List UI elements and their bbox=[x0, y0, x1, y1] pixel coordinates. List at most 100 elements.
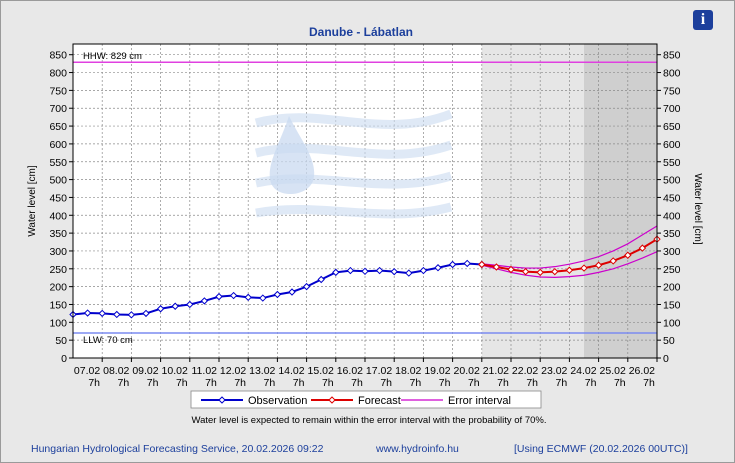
observation-point bbox=[288, 288, 296, 296]
info-icon[interactable]: i bbox=[693, 10, 713, 30]
footer-model: [Using ECMWF (20.02.2026 00UTC)] bbox=[514, 443, 688, 455]
y-tick-label-right: 400 bbox=[663, 210, 681, 222]
y-tick-label-left: 50 bbox=[55, 335, 67, 347]
y-tick-label-left: 550 bbox=[49, 157, 67, 169]
x-tick-hour: 7h bbox=[526, 377, 538, 389]
legend-observation-marker bbox=[218, 396, 226, 404]
x-tick-date: 21.02 bbox=[483, 365, 509, 377]
observation-point bbox=[405, 269, 413, 277]
y-tick-label-left: 150 bbox=[49, 299, 67, 311]
y-tick-label-right: 450 bbox=[663, 192, 681, 204]
x-tick-hour: 7h bbox=[585, 377, 597, 389]
legend-forecast-label: Forecast bbox=[358, 395, 401, 407]
observation-point bbox=[142, 309, 150, 318]
y-tick-label-left: 200 bbox=[49, 282, 67, 294]
x-tick-hour: 7h bbox=[614, 377, 626, 389]
forecast-point bbox=[536, 268, 544, 277]
observation-point bbox=[273, 290, 282, 299]
y-tick-label-left: 800 bbox=[49, 68, 67, 80]
observation-point bbox=[171, 302, 179, 310]
observation-point bbox=[244, 293, 252, 302]
observation-point bbox=[113, 310, 121, 319]
x-tick-hour: 7h bbox=[410, 377, 422, 389]
x-tick-date: 18.02 bbox=[395, 365, 421, 377]
observation-point bbox=[419, 266, 428, 275]
x-tick-hour: 7h bbox=[643, 377, 655, 389]
observation-point bbox=[259, 294, 267, 302]
x-tick-date: 07.02 bbox=[74, 365, 100, 377]
observation-point bbox=[390, 267, 398, 276]
y-tick-label-left: 0 bbox=[61, 353, 67, 365]
x-tick-date: 17.02 bbox=[366, 365, 392, 377]
plot-border bbox=[72, 43, 658, 359]
forecast-point bbox=[521, 267, 530, 276]
x-tick-date: 26.02 bbox=[629, 365, 655, 377]
y-tick-label-left: 500 bbox=[49, 175, 67, 187]
y-tick-label-right: 250 bbox=[663, 264, 681, 276]
x-tick-date: 16.02 bbox=[337, 365, 363, 377]
x-tick-hour: 7h bbox=[176, 377, 188, 389]
reference-line-label-1: LLW: 70 cm bbox=[83, 335, 133, 346]
legend-forecast-marker bbox=[328, 396, 336, 404]
y-tick-label-right: 0 bbox=[663, 353, 669, 365]
x-tick-hour: 7h bbox=[556, 377, 568, 389]
y-tick-label-right: 600 bbox=[663, 139, 681, 151]
observation-point bbox=[375, 266, 384, 275]
chart-title: Danube - Lábatlan bbox=[309, 25, 413, 39]
y-tick-label-left: 350 bbox=[49, 228, 67, 240]
legend-box bbox=[190, 390, 542, 409]
y-tick-label-right: 550 bbox=[663, 157, 681, 169]
x-tick-hour: 7h bbox=[468, 377, 480, 389]
observation-point bbox=[463, 259, 471, 268]
x-tick-hour: 7h bbox=[497, 377, 509, 389]
observation-point bbox=[346, 266, 355, 275]
forecast-point bbox=[478, 260, 486, 269]
observation-point bbox=[302, 282, 311, 291]
x-tick-date: 25.02 bbox=[600, 365, 626, 377]
x-tick-hour: 7h bbox=[322, 377, 334, 389]
footer-service: Hungarian Hydrological Forecasting Servi… bbox=[31, 443, 324, 455]
y-tick-label-left: 400 bbox=[49, 210, 67, 222]
x-tick-date: 12.02 bbox=[220, 365, 246, 377]
observation-point bbox=[98, 309, 106, 318]
y-tick-label-left: 700 bbox=[49, 103, 67, 115]
x-tick-date: 22.02 bbox=[512, 365, 538, 377]
watermark-wave-3 bbox=[255, 202, 453, 219]
x-tick-date: 11.02 bbox=[192, 365, 218, 377]
observation-point bbox=[127, 311, 136, 319]
legend-error-interval-label: Error interval bbox=[448, 395, 511, 407]
forecast-point bbox=[580, 264, 588, 272]
y-tick-label-right: 650 bbox=[663, 121, 681, 133]
observation-point bbox=[83, 309, 92, 317]
y-tick-label-right: 100 bbox=[663, 317, 681, 329]
observation-point bbox=[434, 264, 442, 272]
observation-point bbox=[317, 275, 325, 284]
x-tick-hour: 7h bbox=[118, 377, 130, 389]
y-tick-label-left: 450 bbox=[49, 192, 67, 204]
watermark-wave-1 bbox=[254, 140, 453, 159]
observation-point bbox=[186, 300, 194, 309]
y-tick-label-right: 500 bbox=[663, 175, 681, 187]
watermark-wave-2 bbox=[255, 171, 453, 189]
forecast-point bbox=[565, 266, 574, 274]
y-tick-label-left: 600 bbox=[49, 139, 67, 151]
x-tick-date: 15.02 bbox=[308, 365, 334, 377]
x-tick-date: 20.02 bbox=[454, 365, 480, 377]
observation-point bbox=[448, 260, 457, 269]
forecast-point bbox=[624, 251, 632, 259]
x-tick-hour: 7h bbox=[147, 377, 159, 389]
x-tick-date: 08.02 bbox=[103, 365, 129, 377]
x-tick-date: 13.02 bbox=[249, 365, 275, 377]
y-tick-label-right: 850 bbox=[663, 50, 681, 62]
observation-point bbox=[215, 292, 223, 301]
x-tick-hour: 7h bbox=[293, 377, 305, 389]
x-tick-date: 10.02 bbox=[162, 365, 188, 377]
y-tick-label-left: 100 bbox=[49, 317, 67, 329]
x-tick-hour: 7h bbox=[380, 377, 392, 389]
y-tick-label-right: 150 bbox=[663, 299, 681, 311]
footer-website[interactable]: www.hydroinfo.hu bbox=[375, 443, 459, 455]
x-tick-date: 09.02 bbox=[132, 365, 158, 377]
y-axis-label-right: Water level [cm] bbox=[692, 173, 703, 245]
x-tick-hour: 7h bbox=[351, 377, 363, 389]
